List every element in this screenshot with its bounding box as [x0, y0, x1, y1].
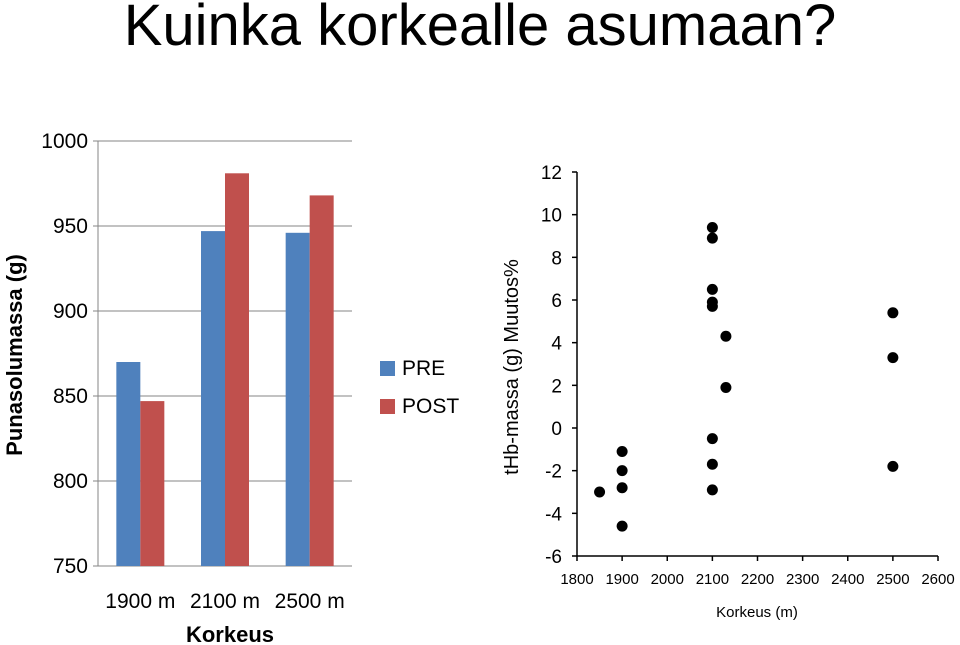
data-point	[720, 381, 732, 393]
y-tick-label: 12	[541, 163, 562, 184]
bar-post-1	[225, 173, 249, 567]
data-point	[706, 458, 718, 470]
y-tick-label: 750	[53, 555, 88, 578]
bar-pre-2	[285, 232, 310, 567]
y-tick-label: 2	[551, 376, 562, 397]
x-category-label: 2100 m	[190, 590, 260, 613]
x-tick-label: 1900	[605, 571, 638, 588]
data-point	[720, 330, 732, 342]
data-point	[616, 465, 628, 477]
legend-label: PRE	[402, 357, 445, 380]
data-point	[594, 486, 606, 498]
y-tick-label: 950	[53, 215, 88, 238]
page-title: Kuinka korkealle asumaan?	[123, 0, 837, 58]
legend-label: POST	[402, 395, 459, 418]
x-tick-label: 2000	[651, 571, 684, 588]
data-point	[706, 484, 718, 496]
y-tick-label: 0	[551, 419, 562, 440]
y-tick-label: 900	[53, 300, 88, 323]
data-point	[616, 482, 628, 494]
y-axis-title: Punasolumassa (g)	[2, 254, 27, 456]
y-axis-title: tHb-massa (g) Muutos%	[501, 259, 523, 475]
data-point	[887, 460, 899, 472]
x-category-label: 2500 m	[275, 590, 345, 613]
legend-swatch-pre	[380, 361, 395, 376]
bar-pre-0	[116, 362, 141, 566]
y-tick-label: 10	[541, 206, 562, 227]
x-tick-label: 2200	[741, 571, 774, 588]
x-tick-label: 2600	[921, 571, 954, 588]
y-tick-label: -4	[545, 504, 562, 525]
data-point	[887, 307, 899, 319]
y-tick-label: 4	[551, 334, 562, 355]
bar-chart: 750 800 850 900 950 1000 1900 m 2100 m 2500 mKor…	[2, 130, 459, 645]
x-category-label: 1900 m	[105, 590, 175, 613]
data-point	[887, 352, 899, 364]
data-point	[706, 283, 718, 295]
y-tick-label: 800	[53, 470, 88, 493]
y-tick-label: 8	[551, 248, 562, 269]
x-tick-label: 2100	[696, 571, 729, 588]
scatter-chart: -6 -4 -2 0 2 4 6 8 10 12 1800 1900 2000 2100 2200 2300 2…	[501, 163, 955, 621]
data-point	[706, 232, 718, 244]
x-tick-label: 1800	[560, 571, 593, 588]
data-point	[706, 433, 718, 445]
bar-post-0	[140, 401, 165, 566]
x-tick-label: 2400	[831, 571, 864, 588]
data-point	[706, 300, 718, 312]
bar-pre-1	[201, 231, 225, 566]
x-axis-title: Korkeus (m)	[716, 604, 798, 621]
data-point	[616, 520, 628, 532]
x-axis-title: Korkeus	[186, 622, 274, 645]
y-tick-label: 850	[53, 385, 88, 408]
y-tick-label: -6	[545, 547, 562, 568]
legend-swatch-post	[380, 399, 395, 414]
data-point	[706, 221, 718, 233]
y-tick-label: 1000	[41, 130, 88, 153]
x-tick-label: 2300	[786, 571, 819, 588]
data-point	[616, 445, 628, 457]
bar-post-2	[309, 195, 334, 566]
y-tick-label: -2	[545, 462, 562, 483]
x-tick-label: 2500	[876, 571, 909, 588]
y-tick-label: 6	[551, 291, 562, 312]
